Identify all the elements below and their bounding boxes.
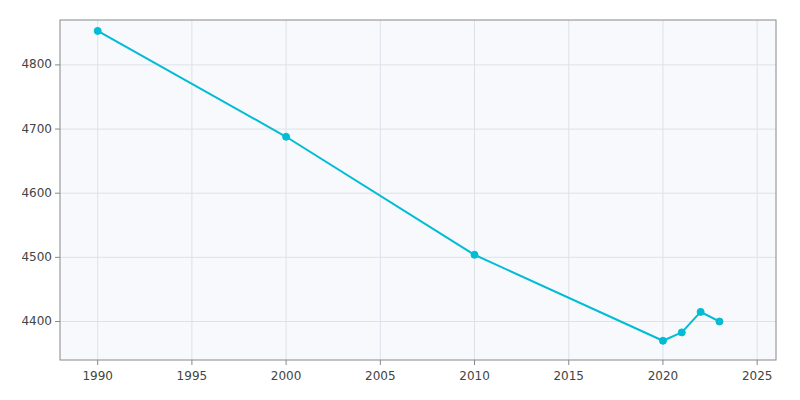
grid-line-y xyxy=(60,64,776,65)
data-layer xyxy=(94,27,723,344)
tick-mark-y xyxy=(55,64,60,65)
tick-mark-x xyxy=(568,360,569,365)
tick-mark-x xyxy=(191,360,192,365)
axes: 4400 4500 4600 4700 4800 1990 1995 2000 2005 2010… xyxy=(21,20,776,383)
plot-area xyxy=(60,20,776,360)
tick-label-y: 4700 xyxy=(21,122,52,136)
grid-line-y xyxy=(60,129,776,130)
tick-label-y: 4400 xyxy=(21,314,52,328)
tick-mark-y xyxy=(55,193,60,194)
tick-label-x: 1995 xyxy=(177,369,208,383)
tick-mark-y xyxy=(55,129,60,130)
point xyxy=(678,329,685,336)
grid-line-x xyxy=(286,20,287,360)
grid-line-x xyxy=(191,20,192,360)
grid xyxy=(60,20,776,360)
tick-mark-x xyxy=(286,360,287,365)
tick-label-y: 4600 xyxy=(21,186,52,200)
tick-label-y: 4800 xyxy=(21,57,52,71)
tick-label-x: 2015 xyxy=(553,369,584,383)
tick-mark-y xyxy=(55,321,60,322)
page: {"chart_data": {"type": "line", "x": [19… xyxy=(0,0,800,400)
tick-mark-x xyxy=(662,360,663,365)
point xyxy=(697,308,704,315)
point xyxy=(659,337,666,344)
grid-line-y xyxy=(60,257,776,258)
grid-line-x xyxy=(757,20,758,360)
tick-mark-x xyxy=(757,360,758,365)
point xyxy=(283,133,290,140)
grid-line-x xyxy=(474,20,475,360)
tick-label-x: 2010 xyxy=(459,369,490,383)
point xyxy=(716,318,723,325)
tick-mark-y xyxy=(55,257,60,258)
grid-line-x xyxy=(380,20,381,360)
tick-label-x: 2000 xyxy=(271,369,302,383)
point xyxy=(471,251,478,258)
grid-line-x xyxy=(662,20,663,360)
plot-frame xyxy=(60,20,776,360)
grid-line-x xyxy=(97,20,98,360)
grid-line-y xyxy=(60,321,776,322)
line xyxy=(98,31,720,341)
tick-label-x: 1990 xyxy=(82,369,113,383)
tick-mark-x xyxy=(380,360,381,365)
grid-line-x xyxy=(568,20,569,360)
tick-mark-x xyxy=(474,360,475,365)
tick-mark-x xyxy=(97,360,98,365)
tick-label-y: 4500 xyxy=(21,250,52,264)
chart-container: 4400 4500 4600 4700 4800 1990 1995 2000 2005 2010… xyxy=(0,0,800,400)
tick-label-x: 2020 xyxy=(648,369,679,383)
point xyxy=(94,27,101,34)
tick-label-x: 2025 xyxy=(742,369,773,383)
chart: 4400 4500 4600 4700 4800 1990 1995 2000 2005 2010… xyxy=(0,0,800,400)
tick-label-x: 2005 xyxy=(365,369,396,383)
grid-line-y xyxy=(60,193,776,194)
